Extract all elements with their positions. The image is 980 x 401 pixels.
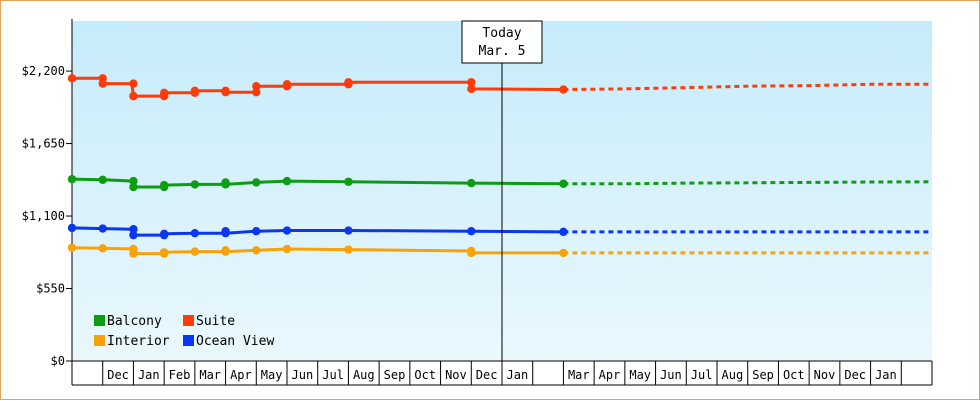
data-point (98, 175, 107, 184)
data-point (159, 88, 169, 98)
data-point (159, 180, 169, 190)
data-point (467, 78, 476, 87)
data-point (98, 244, 107, 253)
y-tick-label: $550 (36, 282, 65, 296)
data-point (98, 79, 107, 88)
y-tick-label: $0 (51, 354, 65, 368)
data-point (129, 176, 138, 186)
month-label: Mar (568, 368, 590, 382)
data-point (252, 82, 261, 91)
month-label: Oct (414, 368, 436, 382)
month-label: Apr (599, 368, 621, 382)
month-label: Apr (230, 368, 252, 382)
month-label: Aug (722, 368, 744, 382)
month-label: Sep (752, 368, 774, 382)
data-point (67, 174, 77, 184)
data-point (129, 79, 138, 88)
data-point (190, 86, 200, 96)
data-point (190, 180, 200, 189)
data-point (559, 85, 568, 94)
series-line-forecast (563, 180, 933, 186)
data-point (344, 245, 353, 254)
data-point (344, 78, 353, 87)
data-point (221, 246, 230, 255)
data-point (129, 230, 138, 240)
month-label: May (261, 368, 283, 382)
data-point (559, 179, 568, 188)
data-point (159, 229, 169, 239)
legend-swatch (94, 315, 105, 326)
data-point (282, 226, 292, 235)
series-line-history (71, 177, 564, 189)
legend-swatch (94, 335, 105, 346)
month-label: Jan (138, 368, 160, 382)
month-label: Jun (292, 368, 314, 382)
data-point (252, 246, 261, 255)
month-label: Sep (384, 368, 406, 382)
data-point (129, 249, 138, 258)
data-point (344, 177, 353, 186)
data-point (159, 248, 169, 257)
legend-label: Interior (107, 334, 170, 349)
data-point (282, 80, 292, 89)
data-point (67, 74, 77, 83)
month-label: Jun (660, 368, 682, 382)
data-point (282, 176, 292, 186)
data-point (129, 91, 138, 101)
data-point (252, 226, 261, 236)
data-point (129, 182, 138, 192)
data-point (344, 226, 353, 235)
data-point (67, 223, 77, 233)
month-label: Dec (476, 368, 498, 382)
data-point (559, 248, 568, 258)
data-point (67, 243, 77, 252)
month-label: Mar (199, 368, 221, 382)
data-point (467, 248, 476, 258)
data-point (252, 87, 261, 97)
y-tick-label: $1,650 (22, 137, 65, 151)
month-label: Jan (875, 368, 897, 382)
data-point (190, 228, 200, 238)
today-date: Mar. 5 (479, 44, 526, 59)
month-label: Dec (107, 368, 129, 382)
month-label: Oct (783, 368, 805, 382)
series-line-forecast (563, 82, 932, 91)
legend-label: Balcony (107, 314, 162, 329)
month-label: Nov (445, 368, 467, 382)
data-point (467, 226, 476, 236)
month-label: Dec (844, 368, 866, 382)
data-point (129, 225, 138, 234)
data-point (221, 87, 230, 97)
legend-label: Suite (196, 314, 235, 329)
y-tick-label: $2,200 (22, 64, 65, 78)
data-point (190, 247, 200, 256)
today-box (461, 20, 543, 64)
month-label: Jul (691, 368, 713, 382)
data-point (221, 226, 230, 236)
data-point (221, 178, 230, 187)
today-label: Today (482, 26, 521, 41)
legend-label: Ocean View (196, 334, 274, 349)
month-label: Aug (353, 368, 375, 382)
data-point (252, 178, 261, 187)
data-point (559, 227, 568, 237)
legend-swatch (183, 315, 194, 326)
month-label: Feb (169, 368, 191, 382)
data-point (467, 178, 476, 188)
data-point (467, 84, 476, 94)
y-tick-label: $1,100 (22, 209, 65, 223)
legend-swatch (183, 335, 194, 346)
data-point (282, 244, 292, 254)
month-label: May (629, 368, 651, 382)
month-label: Jul (322, 368, 344, 382)
data-point (98, 224, 107, 233)
month-label: Nov (814, 368, 836, 382)
month-label: Jan (507, 368, 529, 382)
